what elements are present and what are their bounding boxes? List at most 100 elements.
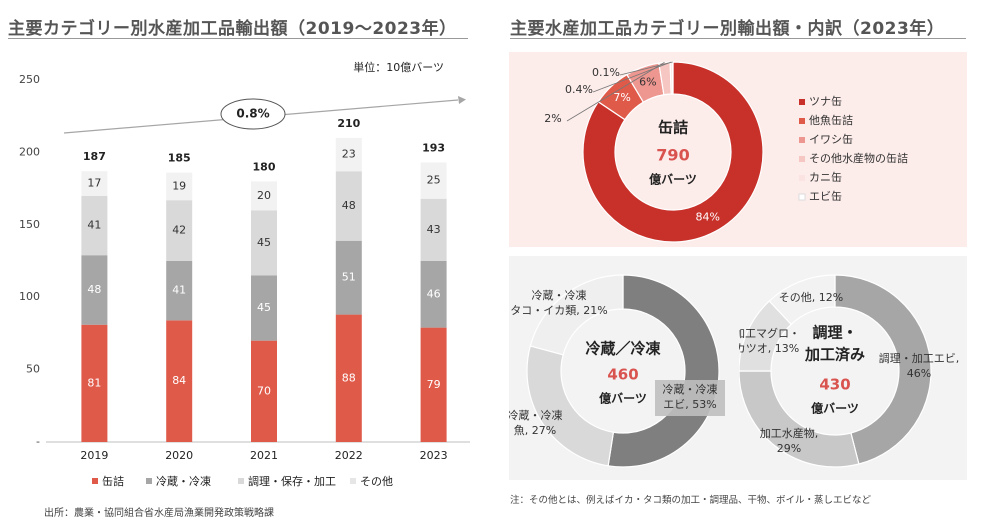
growth-ellipse: [220, 98, 286, 130]
donut-center-label: 冷蔵／冷凍: [585, 340, 661, 358]
bar-segment: [166, 200, 193, 261]
donut-slice-label: タコ・イカ類, 21%: [510, 304, 607, 317]
slice-label-box: [655, 380, 725, 416]
donut-center-value: 430: [819, 376, 850, 394]
donut-center-value: 460: [607, 366, 638, 384]
legend-swatch: [146, 478, 152, 484]
donut-slice-label: 冷蔵・冷凍: [509, 409, 563, 422]
donut-slice-label: 29%: [777, 442, 801, 455]
bar-data-label: 48: [342, 199, 356, 212]
donut-data-label: 6%: [639, 75, 656, 88]
bar-total-label: 210: [337, 117, 360, 130]
growth-arrow-head: [458, 96, 466, 104]
left-title: 主要カテゴリー別水産加工品輸出額（2019～2023年）: [8, 19, 457, 39]
bar-segment: [420, 327, 447, 442]
bar-data-label: 48: [87, 283, 101, 296]
source-note: 出所：農業・協同組合省水産局漁業開発政策戦略課: [44, 508, 274, 519]
x-tick-label: 2021: [250, 449, 278, 462]
bar-segment: [166, 261, 193, 321]
bar-data-label: 88: [342, 371, 356, 384]
donut-center-unit: 億バーツ: [599, 391, 647, 406]
donut-slice: [529, 274, 624, 356]
legend-label: 缶詰: [102, 474, 124, 488]
legend-label: 他魚缶詰: [809, 113, 853, 127]
bar-segment: [335, 240, 362, 315]
bar-data-label: 43: [427, 223, 441, 236]
bar-data-label: 23: [342, 148, 356, 161]
bar-data-label: 81: [87, 376, 101, 389]
legend-swatch: [238, 478, 244, 484]
leader-line: [592, 61, 672, 93]
bar-total-label: 187: [83, 150, 106, 163]
y-tick-label: -: [36, 435, 40, 448]
donut-slice-label: 冷蔵・冷凍: [663, 383, 718, 396]
bar-total-label: 180: [253, 160, 276, 173]
legend-label: 冷蔵・冷凍: [156, 475, 211, 488]
legend-label: 調理・保存・加工: [248, 474, 336, 488]
legend-label: イワシ缶: [809, 132, 853, 146]
donut-slice-label: 46%: [907, 367, 931, 380]
legend-label: エビ缶: [809, 189, 842, 203]
donut-data-label: 7%: [613, 91, 630, 104]
donut-slice-label: その他, 12%: [779, 291, 843, 304]
bar-data-label: 20: [257, 189, 271, 202]
y-tick-label: 250: [19, 73, 40, 86]
bar-data-label: 84: [172, 374, 186, 387]
leader-line: [566, 62, 665, 122]
bar-data-label: 45: [257, 236, 271, 249]
donut-slice-label: カツオ, 13%: [739, 342, 799, 355]
bar-total-label: 185: [168, 152, 191, 165]
bar-segment: [81, 324, 108, 442]
bar-segment: [335, 137, 362, 172]
bar-data-label: 19: [172, 179, 186, 192]
bar-data-label: 45: [257, 301, 271, 314]
legend-swatch: [799, 156, 805, 162]
bar-data-label: 79: [427, 378, 441, 391]
donut-slice: [607, 274, 720, 468]
bar-segment: [251, 181, 277, 211]
left-title-rule: [8, 38, 468, 39]
legend-swatch: [798, 193, 806, 201]
y-tick-label: 200: [19, 145, 40, 158]
right-title-rule: [510, 38, 966, 39]
processed-donut-chart: 調理・加工エビ, 46% 加工水産物, 29% 加工マグロ・カツオ, 13% その他, 1…: [739, 274, 960, 468]
growth-label: 0.8%: [236, 107, 269, 121]
donut-slice-label: 魚, 27%: [514, 424, 556, 437]
bar-data-label: 51: [342, 271, 356, 284]
legend-swatch: [799, 175, 805, 181]
legend-label: ツナ缶: [809, 94, 842, 108]
footnote: 注：その他とは、例えばイカ・タコ類の加工・調理品、干物、ボイル・蒸しエビなど: [510, 495, 872, 506]
x-tick-label: 2023: [420, 449, 448, 462]
donut-outer-label: 2%: [544, 112, 561, 125]
bar-data-label: 41: [87, 219, 101, 232]
donut-slice-label: エビ, 53%: [663, 398, 716, 411]
donut-outer-label: 0.4%: [565, 83, 593, 96]
leader-line: [619, 61, 673, 76]
donut-slice: [834, 274, 932, 465]
donut-slice-label: 冷蔵・冷凍: [532, 289, 587, 302]
donut-center-unit: 億バーツ: [811, 401, 859, 416]
bar-data-label: 70: [257, 384, 271, 397]
donut-center-label: 缶詰: [658, 119, 688, 137]
bar-data-label: 41: [172, 284, 186, 297]
legend-label: カニ缶: [809, 170, 842, 184]
donut-outer-label: 0.1%: [592, 66, 620, 79]
bar-total-label: 193: [422, 142, 445, 155]
legend-swatch: [799, 137, 805, 143]
right-title: 主要水産加工品カテゴリー別輸出額・内訳（2023年）: [510, 19, 945, 39]
y-tick-label: 50: [26, 363, 40, 376]
legend-swatch: [92, 478, 98, 484]
donut-slice-label: 加工マグロ・: [739, 326, 800, 340]
bar-segment: [81, 255, 108, 325]
bar-segment: [251, 340, 277, 442]
legend-swatch: [799, 118, 805, 124]
donut-slice-label: 調理・加工エビ,: [879, 351, 960, 365]
bar-data-label: 25: [427, 174, 441, 187]
bar-segment: [335, 171, 362, 241]
bar-segment: [420, 261, 447, 328]
y-tick-label: 150: [19, 218, 40, 231]
donut-slice: [768, 274, 836, 326]
donut-center-label: 加工済み: [804, 346, 865, 364]
bar-data-label: 17: [87, 177, 101, 190]
